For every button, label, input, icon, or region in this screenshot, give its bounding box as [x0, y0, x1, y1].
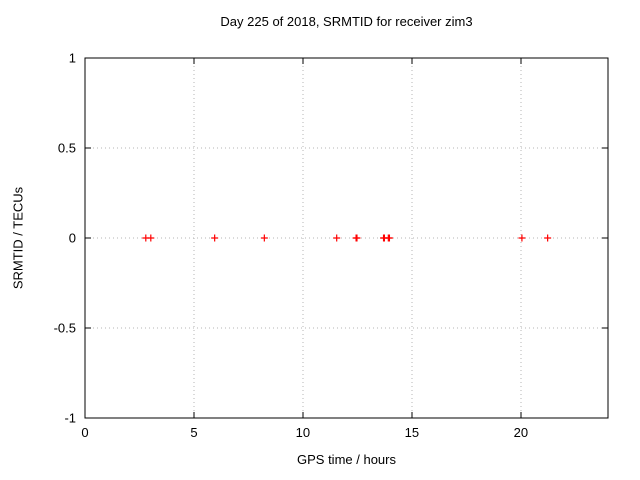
- x-tick-label: 20: [514, 425, 528, 440]
- data-point-marker: [147, 234, 155, 242]
- data-point-marker: [544, 234, 552, 242]
- chart-title: Day 225 of 2018, SRMTID for receiver zim…: [220, 14, 473, 29]
- y-tick-label: -0.5: [54, 321, 76, 336]
- x-tick-label: 10: [296, 425, 310, 440]
- x-axis-label: GPS time / hours: [297, 452, 396, 467]
- x-tick-label: 5: [190, 425, 197, 440]
- data-point-marker: [353, 234, 361, 242]
- data-point-marker: [385, 234, 393, 242]
- data-point-marker: [518, 234, 526, 242]
- y-tick-label: 1: [69, 51, 76, 66]
- x-tick-label: 15: [405, 425, 419, 440]
- y-tick-label: -1: [64, 411, 76, 426]
- y-tick-label: 0: [69, 231, 76, 246]
- data-point-marker: [211, 234, 219, 242]
- data-point-marker: [333, 234, 341, 242]
- y-tick-label: 0.5: [58, 141, 76, 156]
- data-point-marker: [260, 234, 268, 242]
- x-tick-label: 0: [81, 425, 88, 440]
